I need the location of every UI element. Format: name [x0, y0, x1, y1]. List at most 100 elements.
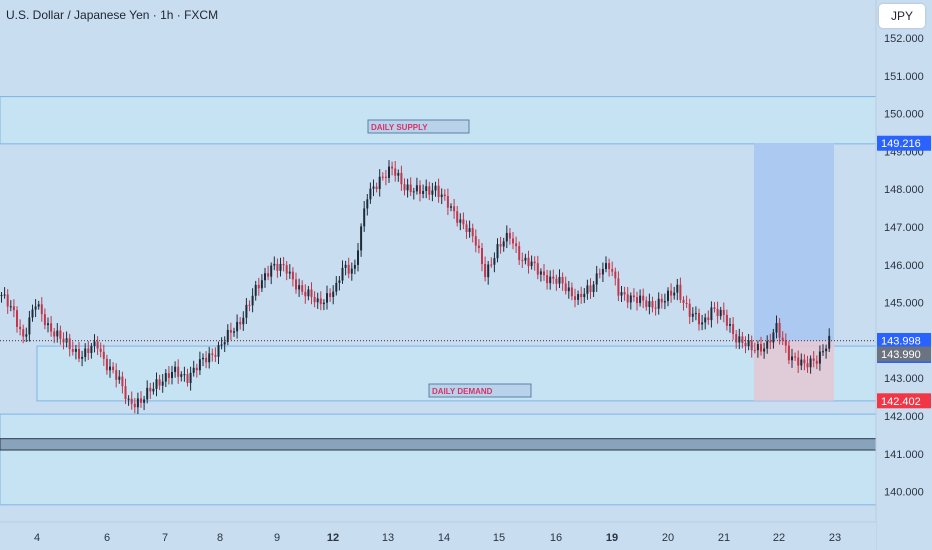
candle-body	[744, 343, 747, 346]
y-tick-label: 143.000	[884, 373, 924, 385]
candle-body	[456, 211, 459, 223]
candle-body	[220, 344, 223, 346]
daily-supply-label-box	[367, 119, 470, 134]
candle-body	[19, 326, 22, 330]
candle-body	[205, 357, 208, 363]
candle-body	[152, 388, 155, 392]
candle-body	[22, 329, 25, 337]
candle-body	[626, 294, 629, 303]
candle-body	[378, 176, 381, 189]
stop-price-tag-text: 142.402	[881, 396, 921, 408]
candle-body	[722, 309, 725, 315]
dark-band	[0, 438, 877, 451]
candle-body	[208, 353, 211, 363]
x-tick-label: 15	[493, 532, 505, 544]
candle-body	[791, 356, 793, 361]
candle-body	[329, 293, 332, 297]
candle-body	[694, 313, 697, 315]
candle-body	[474, 236, 477, 246]
candle-body	[81, 356, 84, 359]
price-axis-background	[876, 0, 932, 550]
candle-body	[121, 376, 124, 387]
candle-body	[577, 294, 580, 300]
candle-body	[90, 346, 93, 354]
candle-body	[459, 219, 462, 223]
candle-body	[629, 295, 632, 303]
candle-body	[667, 290, 669, 302]
candle-body	[211, 353, 214, 355]
candle-body	[304, 291, 307, 297]
candle-body	[394, 168, 397, 176]
candle-body	[381, 176, 384, 178]
candle-body	[425, 186, 428, 192]
candle-body	[31, 309, 34, 318]
candle-body	[419, 185, 421, 194]
candle-body	[245, 304, 248, 318]
currency-button[interactable]: JPY	[879, 4, 925, 28]
candle-body	[366, 199, 369, 209]
x-tick-label: 4	[34, 532, 40, 544]
candle-body	[555, 278, 558, 284]
candle-body	[363, 208, 366, 227]
candle-body	[564, 283, 567, 292]
candle-body	[552, 276, 555, 279]
candle-body	[403, 184, 406, 191]
candle-body	[260, 280, 263, 289]
candle-body	[360, 226, 363, 251]
candle-body	[688, 303, 691, 317]
candle-body	[99, 348, 102, 352]
candle-body	[738, 336, 741, 343]
y-tick-label: 148.000	[884, 184, 924, 196]
candle-body	[412, 191, 415, 193]
candle-body	[155, 379, 158, 389]
x-tick-label: 19	[606, 532, 618, 544]
candle-body	[741, 336, 744, 344]
target-price-tag-text: 149.216	[881, 138, 921, 150]
candle-body	[794, 356, 797, 358]
candle-body	[570, 287, 573, 297]
candle-body	[778, 322, 781, 338]
candle-body	[16, 310, 18, 327]
candle-body	[59, 330, 62, 339]
candle-body	[388, 166, 390, 178]
candle-body	[158, 379, 161, 386]
candle-body	[56, 330, 59, 337]
candle-body	[226, 329, 229, 343]
candle-body	[229, 329, 232, 333]
candle-body	[115, 370, 118, 380]
candle-body	[177, 366, 180, 377]
candle-body	[174, 366, 177, 373]
candle-body	[288, 271, 291, 274]
candle-body	[521, 260, 524, 262]
candle-body	[574, 296, 576, 300]
candle-body	[763, 348, 766, 352]
candle-body	[825, 348, 828, 352]
candle-body	[130, 398, 133, 404]
candle-body	[806, 363, 809, 368]
candle-body	[124, 386, 127, 400]
candle-body	[735, 334, 738, 343]
candle-body	[818, 351, 821, 364]
candle-body	[698, 313, 700, 325]
candle-body	[784, 340, 787, 346]
candle-body	[415, 185, 418, 192]
candle-body	[236, 321, 239, 332]
candle-body	[68, 338, 71, 350]
candle-body	[291, 271, 294, 280]
candle-body	[335, 282, 338, 292]
candle-body	[422, 191, 425, 194]
candle-body	[592, 284, 595, 293]
candle-body	[9, 306, 12, 308]
candle-body	[350, 268, 353, 274]
candle-body	[499, 244, 502, 247]
candle-body	[143, 399, 146, 403]
candle-body	[47, 323, 49, 326]
candle-body	[267, 273, 270, 277]
candle-body	[713, 307, 716, 309]
x-tick-label: 23	[829, 532, 841, 544]
candle-body	[586, 285, 589, 294]
candle-body	[195, 367, 198, 371]
y-tick-label: 150.000	[884, 109, 924, 121]
candle-body	[167, 373, 170, 378]
